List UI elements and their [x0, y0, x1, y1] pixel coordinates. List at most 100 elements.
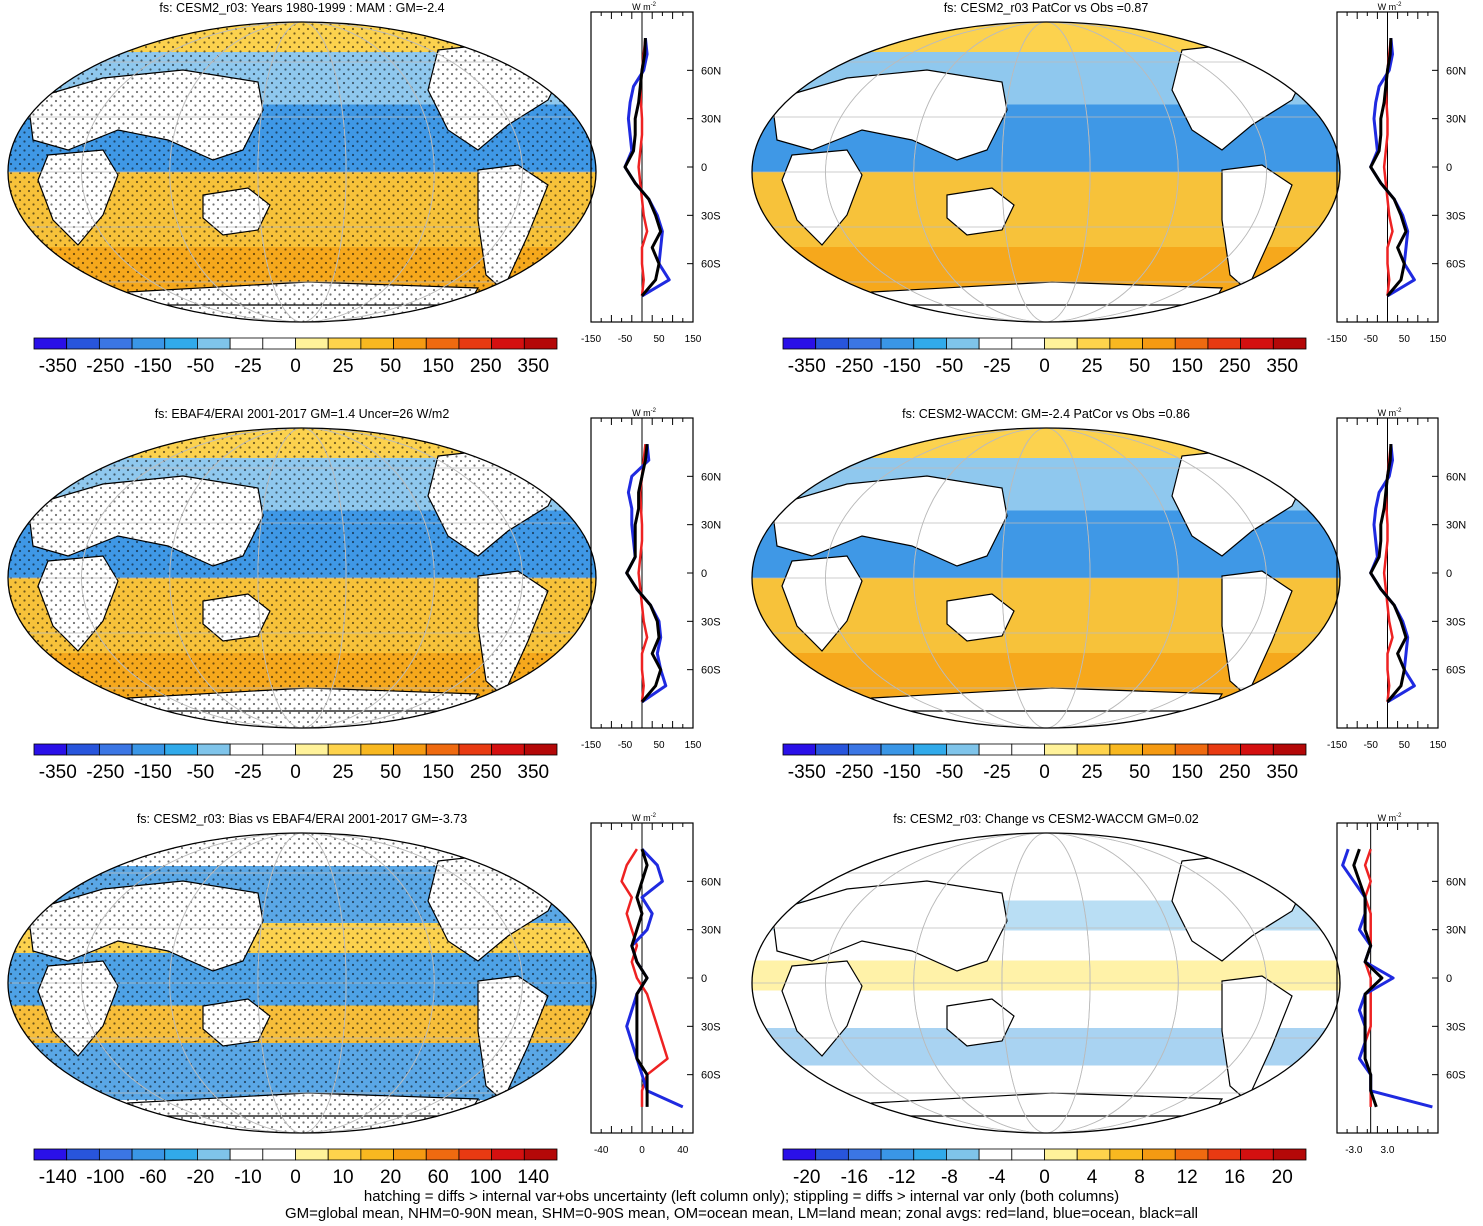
- zonal-x-tick-label: -150: [1327, 334, 1347, 345]
- map-border: [7, 427, 597, 729]
- graticule-lon: [913, 428, 1179, 728]
- colorbar-swatch: [815, 743, 849, 756]
- colorbar-tick-label: -50: [936, 762, 963, 783]
- map-band: [752, 22, 1340, 52]
- colorbar-swatch: [229, 337, 264, 350]
- panel-title: fs: CESM2-WACCM: GM=-2.4 PatCor vs Obs =…: [902, 407, 1190, 421]
- zonal-mean-panel: W m-2 60N 30N 0 30S 60S -150 -50 50 150: [581, 408, 721, 751]
- colorbar-swatch: [1076, 743, 1111, 756]
- colorbar-tick-label: -12: [888, 1167, 915, 1188]
- colorbar-tick-label: 0: [290, 762, 301, 783]
- panel-title: fs: CESM2_r03: Change vs CESM2-WACCM GM=…: [893, 812, 1199, 826]
- graticule-lon: [81, 833, 523, 1133]
- zonal-lat-label: 30N: [1446, 114, 1466, 126]
- colorbar-tick-label: -350: [788, 762, 826, 783]
- colorbar-swatch: [66, 337, 100, 350]
- colorbar-tick-label: -140: [39, 1167, 77, 1188]
- colorbar-swatch: [197, 743, 231, 756]
- colorbar-swatch: [262, 743, 296, 756]
- colorbar-swatch: [1240, 743, 1274, 756]
- zonal-lat-label: 60N: [701, 471, 721, 483]
- continent-outline: [781, 555, 863, 652]
- panel-title: fs: CESM2_r03: Years 1980-1999 : MAM : G…: [159, 1, 444, 15]
- colorbar-swatch: [1011, 1148, 1045, 1161]
- panel-4: fs: CESM2-WACCM: GM=-2.4 PatCor vs Obs =…: [751, 407, 1466, 783]
- colorbar-swatch: [1174, 1148, 1209, 1161]
- colorbar-swatch: [197, 1148, 231, 1161]
- zonal-x-tick-label: 3.0: [1381, 1145, 1395, 1156]
- colorbar-swatch: [229, 1148, 264, 1161]
- colorbar-tick-label: 0: [1039, 1167, 1050, 1188]
- map-border: [751, 21, 1341, 323]
- colorbar-tick-label: 0: [1039, 762, 1050, 783]
- zonal-x-tick-label: 50: [1399, 740, 1411, 751]
- panel-title: fs: EBAF4/ERAI 2001-2017 GM=1.4 Uncer=26…: [155, 407, 450, 421]
- zonal-lat-label: 30S: [701, 210, 721, 222]
- colorbar-swatch: [1174, 337, 1209, 350]
- colorbar-tick-label: 50: [380, 356, 401, 377]
- panel-6: fs: CESM2_r03: Change vs CESM2-WACCM GM=…: [751, 812, 1466, 1188]
- graticule-lon: [825, 833, 1267, 1133]
- map-field: [8, 428, 596, 728]
- zonal-x-tick-label: -150: [581, 334, 601, 345]
- zonal-lat-label: 30S: [701, 1021, 721, 1033]
- zonal-lat-label: 0: [1446, 973, 1452, 985]
- zonal-x-tick-label: 50: [1399, 334, 1411, 345]
- zonal-frame: [1336, 822, 1439, 1134]
- colorbar-tick-label: 12: [1177, 1167, 1198, 1188]
- colorbar-swatch: [425, 337, 460, 350]
- map-field: [8, 22, 596, 322]
- colorbar-tick-label: -150: [134, 762, 172, 783]
- continent-outline: [771, 475, 1008, 567]
- colorbar-swatch: [1109, 1148, 1143, 1161]
- colorbar-swatch: [913, 337, 947, 350]
- colorbar-swatch: [393, 337, 427, 350]
- zonal-unit-label: W m-2: [632, 2, 656, 12]
- colorbar-swatch: [880, 337, 915, 350]
- colorbar-tick-label: 350: [1266, 762, 1298, 783]
- colorbar-swatch: [1109, 743, 1143, 756]
- colorbar-swatch: [327, 743, 362, 756]
- colorbar-swatch: [1044, 1148, 1078, 1161]
- colorbar-swatch: [458, 743, 493, 756]
- colorbar-tick-label: 25: [1081, 762, 1102, 783]
- colorbar-tick-label: 20: [380, 1167, 401, 1188]
- zonal-x-tick-label: -50: [618, 334, 633, 345]
- zonal-profile-ocean: [1369, 443, 1416, 704]
- colorbar-tick-label: 0: [1039, 356, 1050, 377]
- colorbar-swatch: [360, 1148, 394, 1161]
- colorbar-tick-label: 250: [470, 356, 502, 377]
- colorbar-tick-label: -25: [234, 356, 261, 377]
- graticule-lon: [1001, 833, 1091, 1133]
- colorbar: -140 -100 -60 -20 -10 0 10 20 60 100 140: [33, 1148, 558, 1188]
- colorbar-swatch: [782, 1148, 817, 1161]
- zonal-profile-ocean: [625, 443, 668, 704]
- colorbar: -350 -250 -150 -50 -25 0 25 50 150 250 350: [33, 337, 558, 377]
- continent-outline: [771, 69, 1008, 161]
- colorbar-swatch: [393, 743, 427, 756]
- panel-1: fs: CESM2_r03: Years 1980-1999 : MAM : G…: [7, 1, 721, 377]
- colorbar-swatch: [1272, 743, 1307, 756]
- zonal-x-tick-label: -50: [1363, 740, 1378, 751]
- zonal-profile-all: [630, 848, 649, 1107]
- colorbar-tick-label: -10: [234, 1167, 261, 1188]
- zonal-unit-label: W m-2: [1378, 408, 1402, 418]
- colorbar-tick-label: 250: [1219, 762, 1251, 783]
- colorbar-swatch: [360, 337, 394, 350]
- colorbar-tick-label: -250: [86, 762, 124, 783]
- zonal-profile-ocean: [1341, 848, 1433, 1109]
- colorbar-swatch: [131, 743, 166, 756]
- graticule-lon: [913, 833, 1179, 1133]
- map-border: [751, 832, 1341, 1134]
- panel-5: fs: CESM2_r03: Bias vs EBAF4/ERAI 2001-2…: [7, 812, 721, 1188]
- graticule-lon: [257, 833, 347, 1133]
- colorbar-swatch: [98, 337, 133, 350]
- colorbar-swatch: [1207, 1148, 1242, 1161]
- colorbar-tick-label: -8: [941, 1167, 958, 1188]
- colorbar-swatch: [1142, 337, 1176, 350]
- colorbar-swatch: [33, 337, 68, 350]
- colorbar-swatch: [847, 337, 882, 350]
- colorbar-swatch: [523, 1148, 558, 1161]
- colorbar-tick-label: 250: [1219, 356, 1251, 377]
